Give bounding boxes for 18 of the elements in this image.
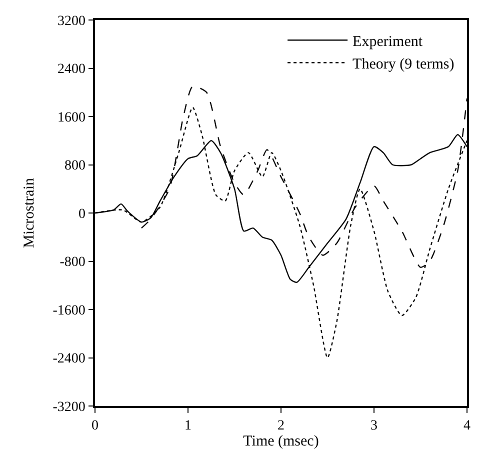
x-tick-label: 2 [278,418,284,434]
y-tick-label: 0 [78,206,86,222]
y-tick-label: -3200 [52,400,86,415]
legend-label: Experiment [352,34,424,50]
x-tick-label: 1 [184,418,192,434]
x-tick-label: 4 [464,418,470,434]
y-tick-label: -1600 [52,303,86,318]
y-tick-label: 2400 [57,62,86,78]
legend-label: Theory (9 terms) [352,56,454,72]
y-tick-label: -2400 [52,352,86,367]
x-tick-label: 3 [370,418,378,434]
x-tick-label: 0 [92,418,98,434]
y-tick-label: 800 [64,158,86,174]
y-tick-label: 1600 [57,110,86,126]
x-axis-title: Time (msec) [243,434,319,450]
y-tick-label: 3200 [57,14,86,29]
y-tick-label: -800 [60,255,86,270]
y-axis-title: Microstrain [22,178,38,248]
